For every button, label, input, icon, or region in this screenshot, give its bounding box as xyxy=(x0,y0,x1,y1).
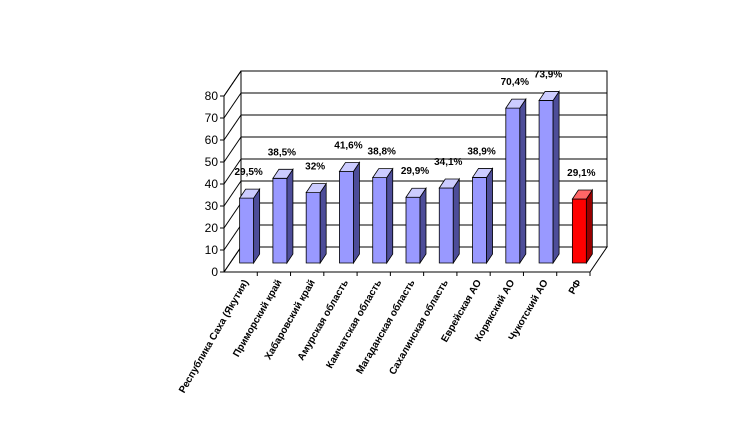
data-label: 38,5% xyxy=(268,147,296,158)
bar-top xyxy=(371,168,394,179)
gridline-side xyxy=(223,136,242,163)
y-tick-label: 30 xyxy=(205,199,219,213)
bar-front xyxy=(239,197,255,264)
x-tick-label: Республика Саха (Якутия) xyxy=(176,278,251,396)
bar-side xyxy=(319,182,327,265)
gridline-side xyxy=(223,92,242,119)
data-label: 32% xyxy=(305,162,325,173)
bar-top xyxy=(571,189,594,200)
bar-top xyxy=(538,91,560,101)
gridline-side xyxy=(223,202,242,229)
bar-side xyxy=(286,167,294,265)
gridline-side xyxy=(223,114,242,141)
x-tick-label: Сахалинская область xyxy=(387,277,451,376)
gridline-side xyxy=(223,246,242,273)
bar-top xyxy=(305,183,327,194)
bar-top xyxy=(338,162,361,172)
bar-front xyxy=(272,177,288,264)
gridline-side xyxy=(223,70,242,97)
bar-side xyxy=(253,187,261,265)
bar-front xyxy=(405,196,421,264)
bar-front xyxy=(505,107,521,264)
bar-side xyxy=(353,161,360,265)
bar-side xyxy=(552,90,560,265)
gridline-side xyxy=(223,180,242,207)
bar-front xyxy=(571,198,587,264)
data-label: 73,9% xyxy=(534,69,562,80)
y-tick-label: 20 xyxy=(205,221,219,235)
bar-top xyxy=(471,168,494,178)
bar-side xyxy=(419,186,427,265)
bar-front xyxy=(438,187,454,264)
bar-side xyxy=(486,167,493,265)
data-label: 38,9% xyxy=(467,146,495,157)
y-tick-label: 0 xyxy=(211,265,218,279)
y-tick-label: 70 xyxy=(205,111,219,125)
bar-top xyxy=(405,187,427,198)
y-tick-label: 40 xyxy=(205,177,219,191)
y-tick-label: 50 xyxy=(205,155,219,169)
y-tick-label: 80 xyxy=(205,89,219,103)
bar-front xyxy=(472,177,487,264)
bar-side xyxy=(386,167,394,265)
x-tick-label: Магаданская область xyxy=(354,278,418,377)
bar-side xyxy=(519,97,527,265)
data-label: 41,6% xyxy=(334,140,362,151)
data-label: 70,4% xyxy=(501,77,529,88)
bar-top xyxy=(272,168,294,179)
bar-front xyxy=(372,177,388,264)
y-tick-label: 60 xyxy=(205,133,219,147)
bar-top xyxy=(505,98,527,109)
bar-front xyxy=(339,171,354,264)
data-label: 29,1% xyxy=(567,168,595,179)
gridline-side xyxy=(223,158,242,185)
y-tick-label: 10 xyxy=(205,243,219,257)
data-label: 29,9% xyxy=(401,166,429,177)
bar-side xyxy=(452,177,460,265)
bar-top xyxy=(238,188,261,199)
bar-top xyxy=(438,178,461,189)
bar-front xyxy=(538,100,554,264)
data-label: 34,1% xyxy=(434,157,462,168)
x-tick-label: РФ xyxy=(567,278,584,297)
data-label: 29,5% xyxy=(234,167,262,178)
bar-front xyxy=(305,192,321,264)
gridline-side xyxy=(223,224,242,251)
bar-side xyxy=(585,188,593,265)
data-label: 38,8% xyxy=(368,147,396,158)
